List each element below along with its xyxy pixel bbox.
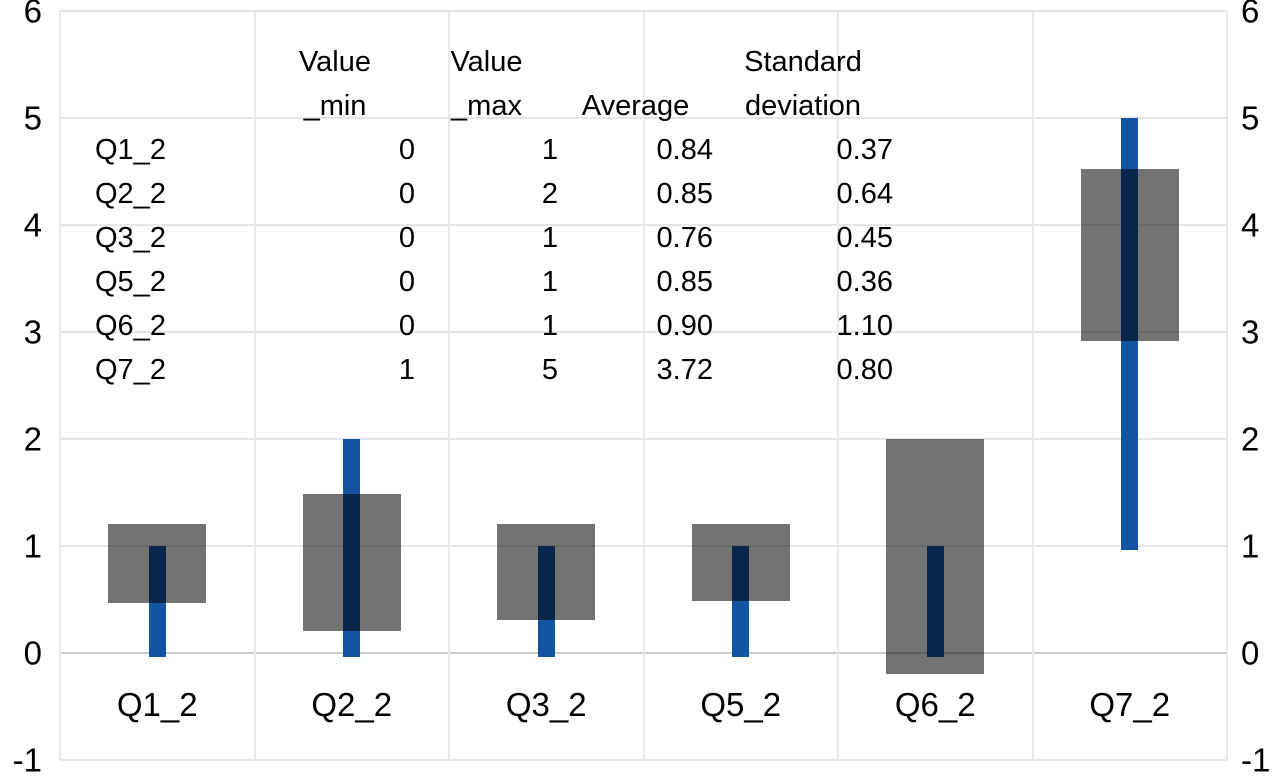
x-gridline [448, 11, 450, 760]
table-cell-max: 1 [541, 310, 558, 342]
x-axis-label-Q6_2: Q6_2 [894, 686, 976, 723]
y-axis-label-right: 6 [1241, 0, 1260, 30]
x-gridline [642, 11, 645, 760]
table-cell-label: Q1_2 [95, 134, 166, 166]
table-header-value-min-line1: Value [298, 46, 372, 78]
x-axis-label-Q3_2: Q3_2 [505, 686, 587, 723]
table-cell-label: Q7_2 [95, 354, 166, 386]
table-cell-std: 0.64 [836, 178, 893, 210]
table-header-blank-3 [95, 84, 255, 128]
table-cell-max: 1 [541, 266, 558, 298]
table-cell-std: 0.36 [836, 266, 893, 298]
x-axis-label-Q7_2: Q7_2 [1089, 686, 1171, 723]
table-cell-avg: 0.85 [656, 178, 713, 210]
table-cell-avg: 0.85 [656, 266, 713, 298]
x-gridline [59, 11, 61, 760]
table-cell-label: Q3_2 [95, 222, 166, 254]
y-axis-label-left: 4 [23, 206, 42, 244]
y-axis-label-left: -1 [12, 741, 42, 779]
table-header-value-max-line2: _max [451, 90, 522, 122]
table-cell-min: 0 [398, 266, 415, 298]
table-cell-std: 0.45 [836, 222, 893, 254]
table-cell-avg: 0.84 [656, 134, 713, 166]
table-header-blank-2 [558, 40, 713, 84]
stddev-box-Q1_2 [108, 523, 207, 603]
stddev-box-Q5_2 [691, 523, 790, 601]
table-cell-std: 0.37 [836, 134, 893, 166]
stddev-box-Q3_2 [497, 523, 596, 620]
x-axis-label-Q5_2: Q5_2 [700, 686, 782, 723]
y-axis-label-left: 0 [23, 634, 42, 672]
table-header-standard: Standard [744, 46, 862, 78]
table-header-deviation: deviation [744, 90, 862, 122]
y-axis-label-right: 0 [1241, 634, 1260, 672]
y-axis-label-right: 4 [1241, 206, 1260, 244]
table-header-value-max-line1: Value [450, 46, 523, 78]
table-cell-min: 0 [398, 134, 415, 166]
y-axis-label-right: -1 [1241, 741, 1271, 779]
y-axis-label-left: 3 [23, 313, 42, 351]
table-cell-min: 0 [398, 178, 415, 210]
table-cell-min: 0 [398, 310, 415, 342]
table-cell-min: 0 [398, 222, 415, 254]
table-cell-avg: 0.90 [656, 310, 713, 342]
table-cell-max: 2 [541, 178, 558, 210]
x-gridline [1226, 11, 1228, 760]
table-cell-max: 5 [541, 354, 558, 386]
table-cell-min: 1 [398, 354, 415, 386]
stddev-box-Q6_2 [886, 439, 985, 675]
table-cell-avg: 0.76 [656, 222, 713, 254]
y-axis-label-right: 2 [1241, 420, 1260, 458]
table-cell-label: Q5_2 [95, 266, 166, 298]
table-cell-max: 1 [541, 134, 558, 166]
x-axis-label-Q2_2: Q2_2 [311, 686, 393, 723]
table-header-blank-1 [95, 40, 255, 84]
stddev-box-Q2_2 [302, 493, 401, 631]
y-gridline [60, 759, 1227, 761]
table-cell-max: 1 [541, 222, 558, 254]
table-cell-label: Q2_2 [95, 178, 166, 210]
y-axis-label-right: 5 [1241, 99, 1260, 137]
stddev-box-Q7_2 [1080, 169, 1179, 341]
y-axis-label-left: 6 [23, 0, 42, 30]
table-cell-std: 1.10 [836, 310, 893, 342]
y-axis-label-right: 1 [1241, 527, 1260, 565]
x-axis-label-Q1_2: Q1_2 [116, 686, 198, 723]
y-axis-label-right: 3 [1241, 313, 1260, 351]
stats-table: Value Value Standard _min _max Average d… [95, 40, 893, 392]
x-gridline [1031, 11, 1034, 760]
table-header-average: Average [581, 90, 690, 122]
y-axis-label-left: 5 [23, 99, 42, 137]
table-header-value-min-line2: _min [303, 90, 367, 122]
table-cell-label: Q6_2 [95, 310, 166, 342]
table-cell-std: 0.80 [836, 354, 893, 386]
x-gridline [837, 11, 839, 760]
y-axis-label-left: 1 [23, 527, 42, 565]
x-gridline [253, 11, 256, 760]
table-cell-avg: 3.72 [656, 354, 713, 386]
y-axis-label-left: 2 [23, 420, 42, 458]
